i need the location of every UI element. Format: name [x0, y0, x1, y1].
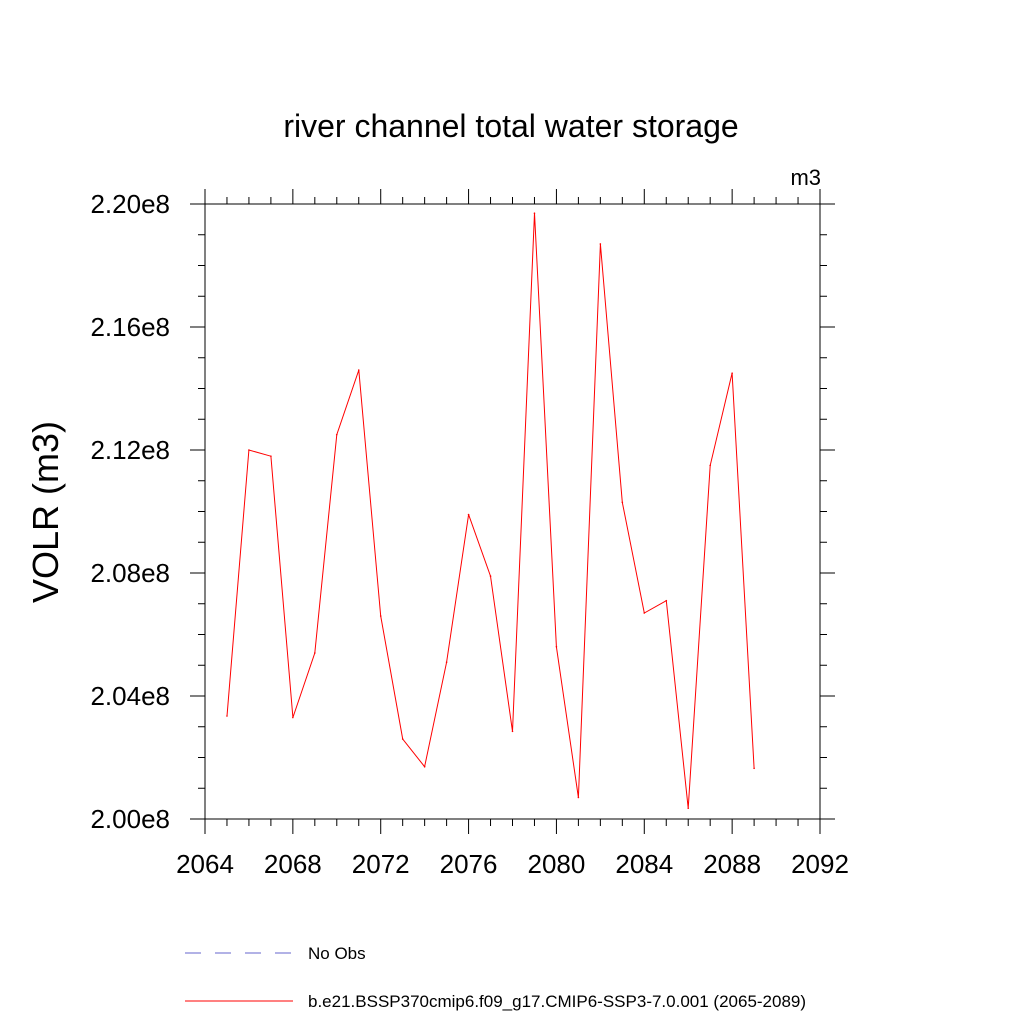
y-tick-label: 2.00e8: [90, 804, 170, 834]
data-point: [379, 615, 382, 617]
data-point: [731, 372, 733, 374]
legend-label: No Obs: [308, 944, 366, 963]
units-label: m3: [790, 165, 821, 190]
data-point: [621, 501, 624, 504]
data-point: [226, 715, 228, 717]
chart-title: river channel total water storage: [283, 108, 738, 144]
x-tick-label: 2084: [615, 849, 673, 879]
x-tick-label: 2088: [703, 849, 761, 879]
x-tick-label: 2092: [791, 849, 849, 879]
minor-ticks: [198, 197, 827, 826]
data-point: [753, 767, 755, 770]
x-axis: 2064 2068 2072 2076 2080 2084 2088 2092: [176, 189, 849, 879]
data-point: [270, 455, 272, 457]
data-point: [248, 449, 250, 451]
x-tick-label: 2064: [176, 849, 234, 879]
series-line: [226, 213, 755, 809]
legend-label: b.e21.BSSP370cmip6.f09_g17.CMIP6-SSP3-7.…: [308, 992, 806, 1011]
data-point: [643, 612, 646, 614]
y-tick-label: 2.04e8: [90, 681, 170, 711]
data-point: [599, 243, 602, 245]
data-point: [577, 796, 580, 799]
data-point: [401, 738, 404, 740]
y-tick-label: 2.12e8: [90, 435, 170, 465]
data-point: [665, 599, 668, 602]
x-tick-label: 2076: [440, 849, 498, 879]
data-point: [533, 212, 536, 215]
data-point: [467, 513, 470, 516]
y-tick-label: 2.20e8: [90, 189, 170, 219]
series-layer: [226, 212, 755, 810]
data-point: [292, 716, 294, 719]
legend: No Obs b.e21.BSSP370cmip6.f09_g17.CMIP6-S…: [185, 944, 806, 1011]
data-point: [445, 661, 448, 663]
x-tick-label: 2080: [528, 849, 586, 879]
x-tick-label: 2068: [264, 849, 322, 879]
data-point: [511, 730, 514, 733]
y-axis: 2.00e8 2.04e8 2.08e8 2.12e8 2.16e8 2.20e8: [90, 189, 835, 834]
y-tick-label: 2.16e8: [90, 312, 170, 342]
data-point: [687, 807, 690, 810]
y-tick-label: 2.08e8: [90, 558, 170, 588]
data-point: [709, 464, 711, 467]
data-point: [335, 433, 338, 436]
data-point: [423, 765, 426, 768]
x-tick-label: 2072: [352, 849, 410, 879]
y-axis-label: VOLR (m3): [25, 421, 66, 603]
data-point: [489, 575, 492, 577]
data-point: [314, 652, 316, 654]
data-point: [555, 646, 558, 648]
data-point: [357, 369, 360, 371]
